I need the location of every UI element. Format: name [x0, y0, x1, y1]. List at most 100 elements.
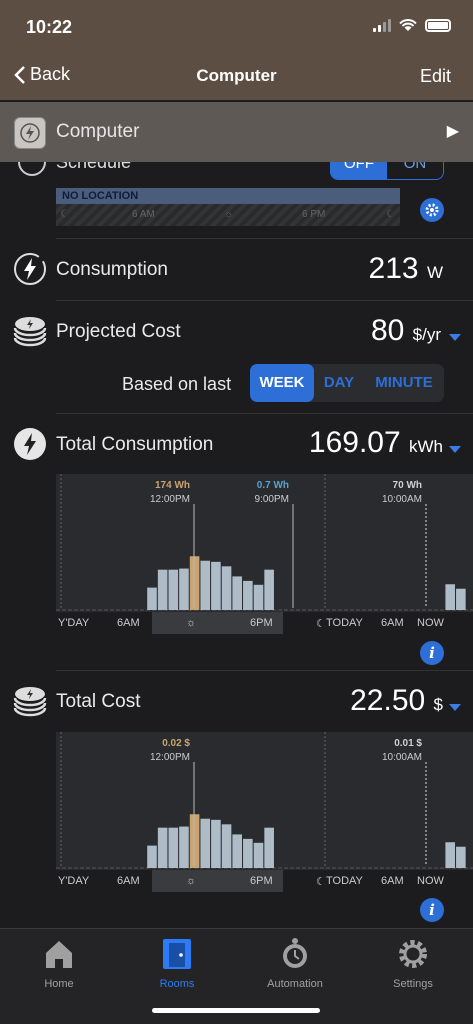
marker-time: 12:00PM	[150, 494, 190, 505]
total-cost-number: 22.50	[350, 684, 426, 717]
chart-bar	[253, 842, 264, 868]
consumption-row: Consumption 213 W	[0, 238, 473, 300]
marker-time: 9:00PM	[255, 494, 289, 505]
day-band	[152, 612, 283, 634]
chart-bar	[157, 569, 168, 610]
marker-value: 0.01 $	[394, 738, 422, 749]
total-consumption-number: 169.07	[308, 426, 401, 459]
device-name: Computer	[56, 121, 140, 142]
axis-now: NOW	[417, 875, 444, 887]
chevron-right-icon: ▶	[446, 123, 459, 140]
toggle-off[interactable]: OFF	[331, 162, 387, 179]
chart-bar	[189, 814, 200, 868]
marker-time: 10:00AM	[382, 494, 422, 505]
axis-6pm: 6PM	[250, 617, 273, 629]
axis-yday: Y'DAY	[58, 875, 90, 887]
divider	[56, 670, 473, 671]
total-consumption-unit: kWh	[409, 437, 443, 456]
projected-cost-unit: $/yr	[412, 325, 441, 344]
chart-bar	[264, 569, 274, 610]
chart-bar	[456, 588, 466, 610]
schedule-toggle[interactable]: OFF ON	[330, 162, 444, 180]
tab-automation-label: Automation	[267, 978, 323, 990]
projected-cost-row[interactable]: Projected Cost 80 $/yr	[0, 300, 473, 362]
tab-rooms-label: Rooms	[159, 978, 195, 990]
period-segmented-control[interactable]: WEEK DAY MINUTE	[250, 364, 444, 402]
period-selector: Based on last WEEK DAY MINUTE	[0, 362, 473, 406]
schedule-label: Schedule	[56, 162, 132, 172]
edit-button[interactable]: Edit	[419, 66, 451, 86]
marker-value: 0.02 $	[162, 738, 190, 749]
chart-bar	[445, 584, 455, 610]
total-cost-value: 22.50 $	[350, 684, 443, 718]
status-time: 10:22	[26, 17, 73, 37]
consumption-axis: Y'DAY 6AM ☼ 6PM ☾ TODAY 6AM NOW	[56, 612, 473, 634]
chart-bar	[445, 842, 455, 868]
consumption-unit: W	[426, 263, 443, 282]
total-cost-unit: $	[433, 695, 443, 714]
axis-now: NOW	[417, 617, 444, 629]
home-icon	[46, 941, 72, 968]
moon-icon: ☾	[316, 618, 326, 630]
consumption-number: 213	[368, 252, 419, 285]
dropdown-caret-icon[interactable]	[449, 704, 461, 711]
automation-icon	[283, 938, 307, 968]
cost-chart-svg: 0.02 $ 12:00PM 0.01 $ 10:00AM	[56, 732, 473, 869]
period-label: Based on last	[122, 374, 232, 394]
marker-time: 12:00PM	[150, 752, 190, 763]
chart-bar	[221, 566, 232, 610]
marker-value: 70 Wh	[393, 480, 422, 491]
chart-bar	[189, 556, 200, 610]
tab-home[interactable]: Home	[14, 937, 104, 990]
tab-settings[interactable]: Settings	[368, 937, 458, 990]
axis-today: TODAY	[326, 875, 363, 887]
back-button[interactable]: Back	[14, 64, 70, 85]
period-week[interactable]: WEEK	[250, 364, 314, 402]
consumption-chart[interactable]: 174 Wh 12:00PM 0.7 Wh 9:00PM 70 Wh 10:00AM	[56, 474, 473, 612]
device-icon	[14, 117, 46, 149]
projected-cost-label: Projected Cost	[56, 321, 181, 342]
chart-bar	[168, 569, 179, 610]
axis-6am-today: 6AM	[381, 875, 404, 887]
axis-6pm: 6PM	[250, 875, 273, 887]
moon-icon: ☾	[316, 876, 326, 888]
schedule-strip[interactable]: NO LOCATION ☾ 6 AM ☼ 6 PM ☾	[56, 188, 400, 226]
tab-automation[interactable]: Automation	[250, 937, 340, 990]
axis-6am: 6AM	[117, 875, 140, 887]
consumption-value: 213 W	[369, 252, 443, 286]
dropdown-caret-icon[interactable]	[449, 334, 461, 341]
info-button[interactable]: i	[420, 898, 444, 922]
sun-icon: ☼	[186, 617, 197, 629]
cost-chart[interactable]: 0.02 $ 12:00PM 0.01 $ 10:00AM	[56, 732, 473, 870]
total-cost-row[interactable]: Total Cost 22.50 $	[0, 670, 473, 732]
chart-bar	[253, 584, 264, 610]
tab-home-label: Home	[44, 978, 74, 990]
chart-bar	[264, 827, 274, 868]
device-header[interactable]: Computer ▶	[0, 102, 473, 162]
chart-bar	[232, 576, 242, 610]
chart-bar	[179, 826, 189, 868]
total-consumption-row[interactable]: Total Consumption 169.07 kWh	[0, 413, 473, 473]
toggle-on[interactable]: ON	[403, 162, 427, 172]
tab-settings-label: Settings	[393, 978, 433, 990]
schedule-icon	[18, 162, 46, 176]
period-minute[interactable]: MINUTE	[375, 374, 433, 391]
divider	[56, 300, 473, 301]
consumption-chart-svg: 174 Wh 12:00PM 0.7 Wh 9:00PM 70 Wh 10:00AM	[56, 474, 473, 611]
projected-cost-number: 80	[370, 314, 405, 347]
moon-icon: ☾	[60, 209, 69, 220]
axis-today: TODAY	[326, 617, 363, 629]
tab-rooms[interactable]: Rooms	[132, 937, 222, 990]
dropdown-caret-icon[interactable]	[449, 446, 461, 453]
rooms-icon	[163, 939, 191, 969]
gear-icon	[425, 203, 439, 217]
chart-bar	[168, 827, 179, 868]
schedule-tick: 6 AM	[132, 209, 155, 220]
info-button[interactable]: i	[420, 641, 444, 665]
schedule-settings-button[interactable]	[420, 198, 444, 222]
chart-bar	[179, 568, 189, 610]
period-day[interactable]: DAY	[323, 374, 355, 391]
chart-bar	[456, 846, 466, 868]
total-consumption-label: Total Consumption	[56, 434, 214, 455]
coins-icon	[13, 317, 47, 347]
